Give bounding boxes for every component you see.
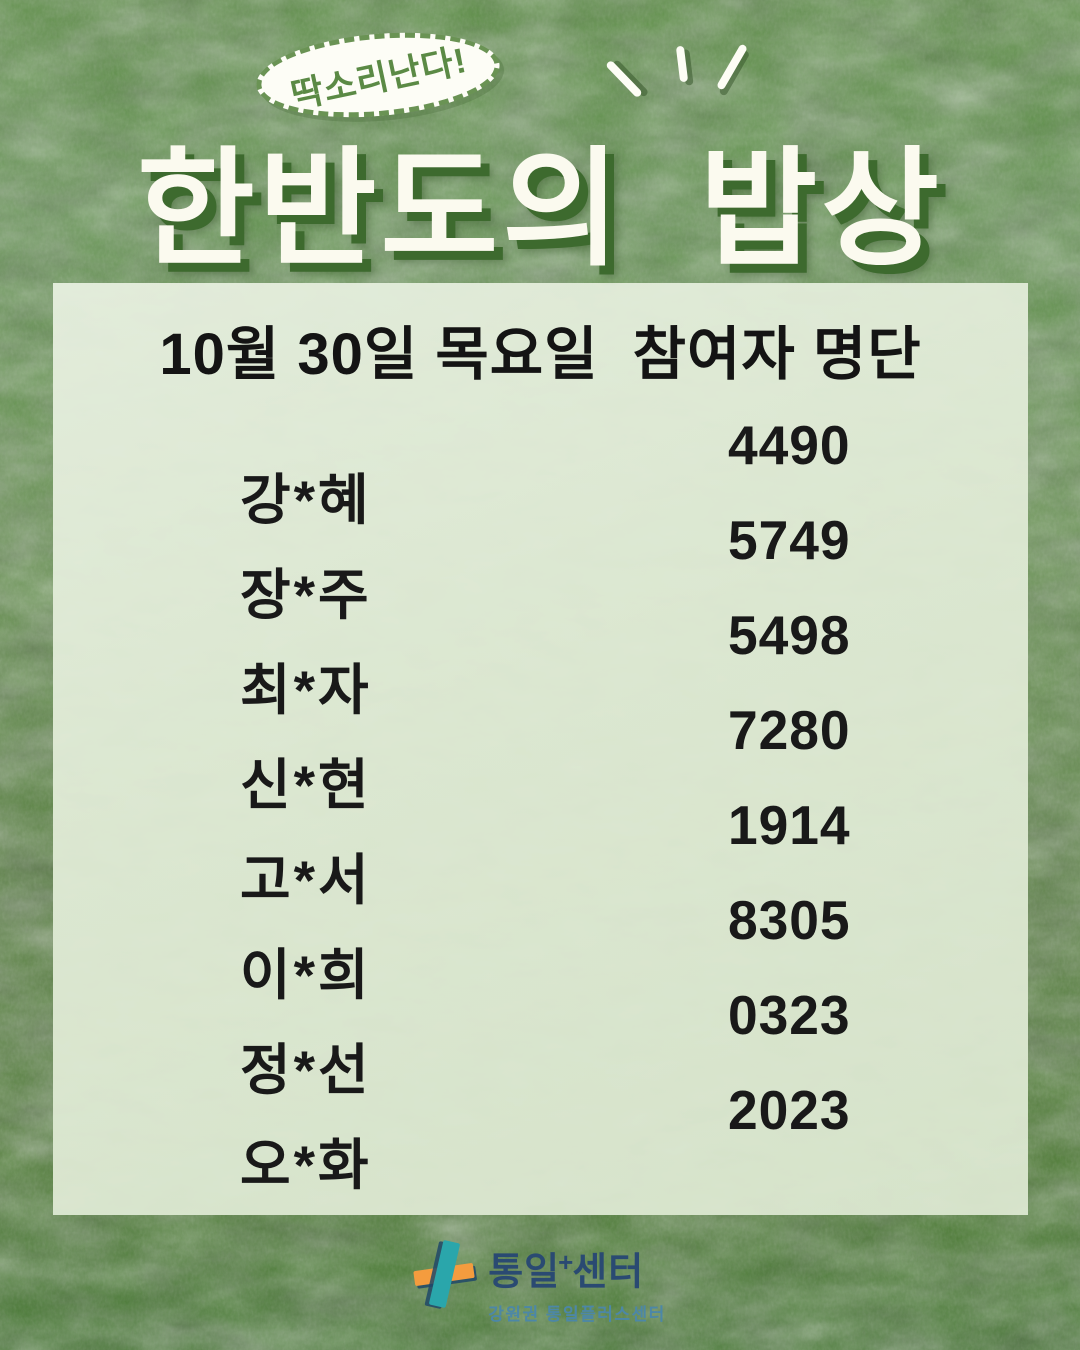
logo-text-block: 통일+센터 강원권 통일플러스센터	[488, 1248, 666, 1325]
logo-subtitle: 강원권 통일플러스센터	[488, 1305, 666, 1325]
footer-logo: 통일+센터 강원권 통일플러스센터	[0, 1239, 1080, 1325]
unification-center-logo-icon	[413, 1239, 476, 1310]
logo-title: 통일+센터	[488, 1248, 666, 1294]
burst-stroke-right	[716, 43, 748, 91]
burst-stroke-left	[605, 59, 643, 99]
badge-bubble: 딱소리난다!	[252, 23, 504, 127]
badge-label: 딱소리난다!	[287, 40, 471, 116]
page-title: 한반도의 밥상	[136, 138, 944, 281]
logo-word-1: 통일	[488, 1251, 561, 1294]
logo-word-2: 센터	[572, 1251, 645, 1294]
burst-stroke-middle	[675, 45, 689, 83]
